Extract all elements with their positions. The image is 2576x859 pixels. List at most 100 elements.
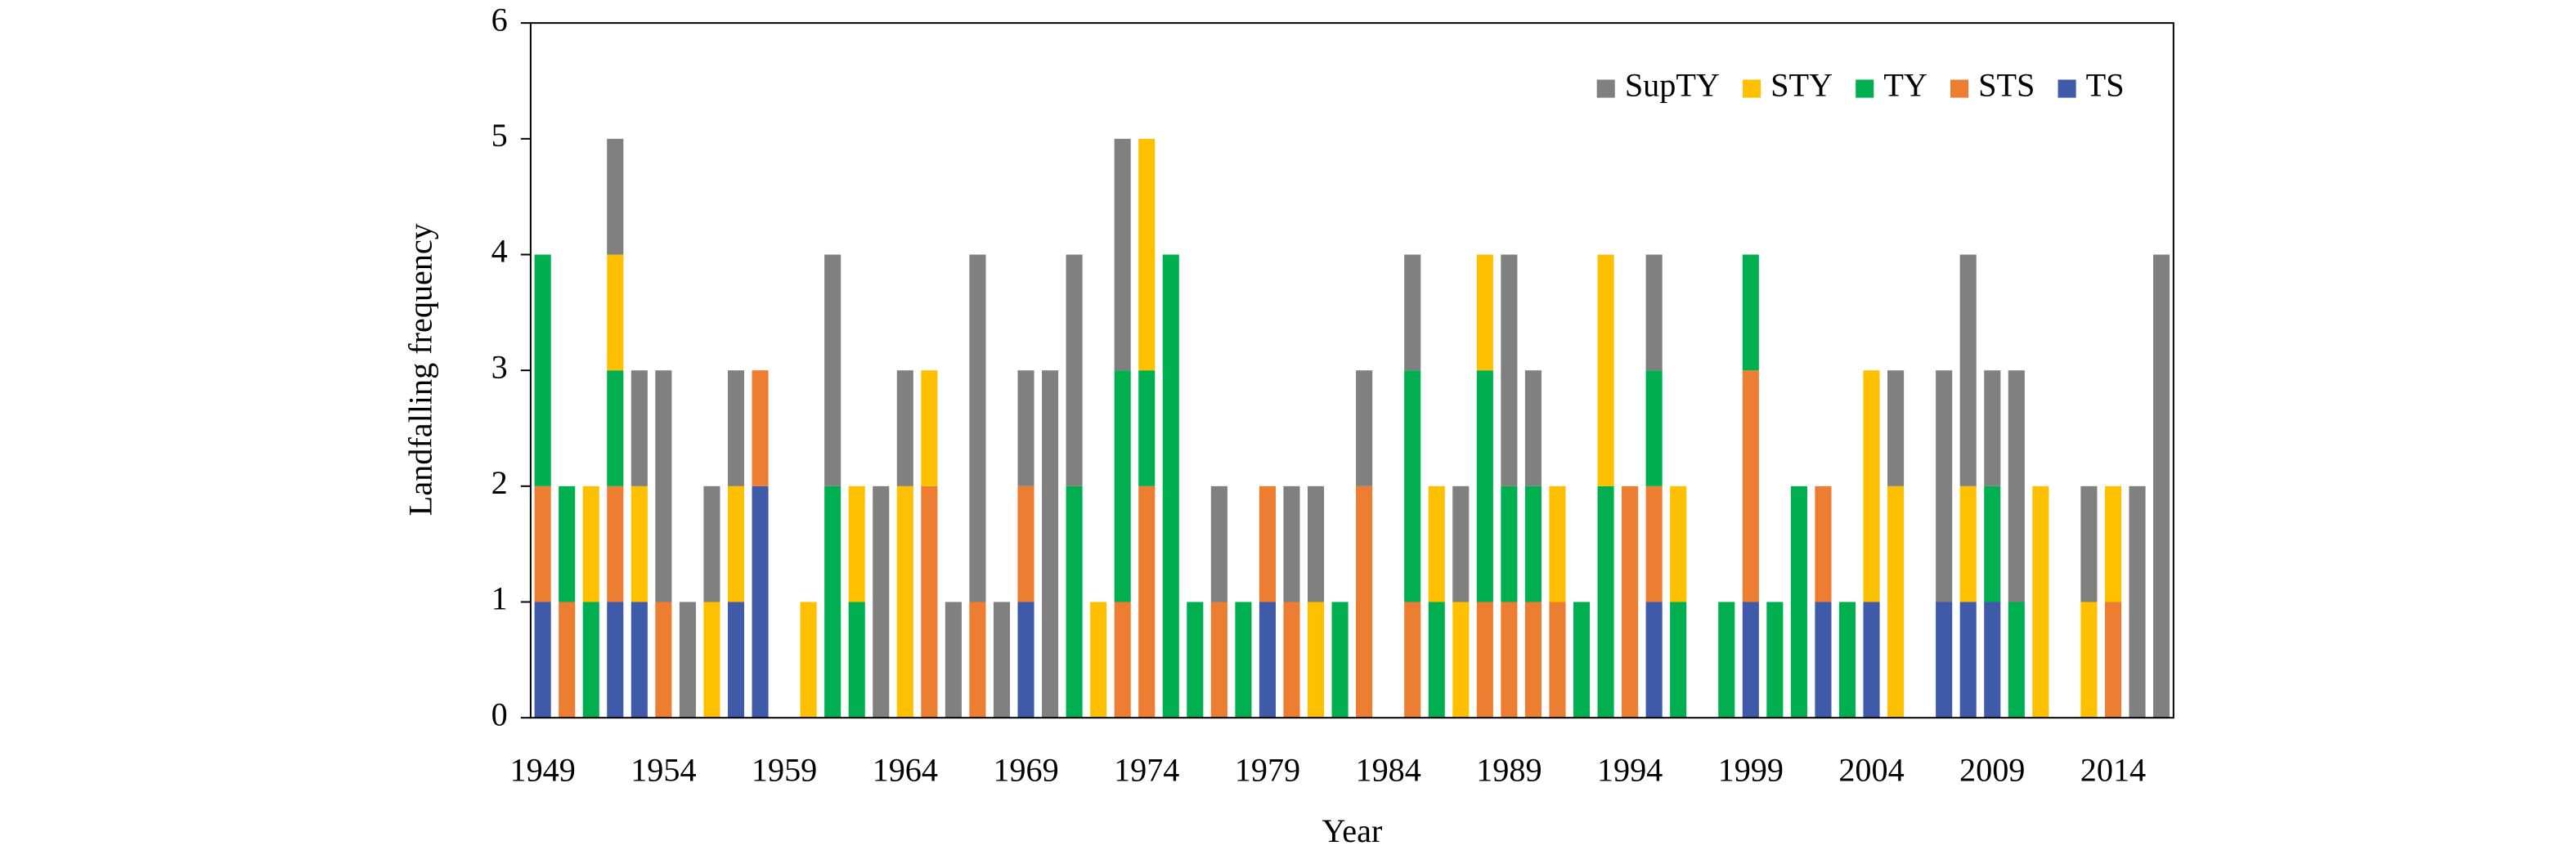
- bar-segment: [1210, 602, 1227, 718]
- bar-segment: [848, 602, 865, 718]
- bar-segment: [727, 602, 745, 718]
- bar-segment: [2104, 485, 2121, 602]
- x-tick-label: 2004: [1838, 752, 1904, 789]
- bar-segment: [1356, 485, 1373, 718]
- bar-segment: [1984, 602, 2001, 718]
- bar-segment: [2080, 602, 2098, 718]
- bar-segment: [1622, 485, 1639, 718]
- bar-segment: [1404, 370, 1421, 602]
- bar-segment: [1066, 485, 1083, 718]
- bar-segment: [1042, 370, 1059, 718]
- bar-segment: [1404, 602, 1421, 718]
- bar-segment: [1017, 602, 1034, 718]
- bar-segment: [1863, 370, 1880, 602]
- bar-segment: [631, 485, 648, 602]
- bar-segment: [1670, 602, 1687, 718]
- bar-segment: [1790, 485, 1807, 718]
- bar-segment: [1936, 370, 1953, 602]
- bar-segment: [607, 370, 624, 486]
- legend-swatch: [2058, 79, 2076, 98]
- bar-segment: [1331, 602, 1349, 718]
- bar-segment: [2152, 254, 2170, 718]
- bar-segment: [1138, 370, 1156, 486]
- bar-segment: [1501, 485, 1518, 602]
- bar-segment: [1984, 370, 2001, 486]
- bar-segment: [2129, 485, 2146, 718]
- x-axis-title: Year: [1322, 812, 1383, 849]
- bar-segment: [1742, 370, 1759, 602]
- bar-segment: [1742, 602, 1759, 718]
- x-tick-label: 1989: [1476, 752, 1542, 789]
- bar-segment: [969, 254, 986, 602]
- bar-segment: [1210, 485, 1227, 602]
- bar-segment: [1838, 602, 1856, 718]
- bar-segment: [2008, 602, 2025, 718]
- x-tick-label: 2014: [2080, 752, 2146, 789]
- bar-segment: [727, 485, 745, 602]
- bar-segment: [1959, 485, 1977, 602]
- y-axis-title: Landfalling frequency: [402, 223, 439, 516]
- y-tick-label: 0: [491, 696, 508, 732]
- bar-segment: [1524, 370, 1542, 486]
- bar-segment: [1524, 485, 1542, 602]
- x-tick-label: 1954: [631, 752, 696, 789]
- legend-swatch: [1950, 79, 1969, 98]
- y-tick-label: 5: [491, 117, 508, 154]
- bar-segment: [631, 370, 648, 486]
- bar-segment: [1645, 485, 1663, 602]
- bar-segment: [1645, 602, 1663, 718]
- legend-label: SupTY: [1625, 67, 1720, 104]
- legend-swatch: [1856, 79, 1874, 98]
- bar-segment: [945, 602, 962, 718]
- bar-segment: [1114, 602, 1131, 718]
- bar-segment: [1428, 485, 1445, 602]
- bar-segment: [1524, 602, 1542, 718]
- bar-segment: [1815, 602, 1832, 718]
- bar-segment: [1645, 370, 1663, 486]
- x-tick-label: 1959: [752, 752, 817, 789]
- bar-segment: [1307, 602, 1325, 718]
- bar-segment: [1452, 485, 1470, 602]
- bar-segment: [559, 602, 576, 718]
- bar-segment: [1501, 254, 1518, 486]
- legend-label: TY: [1883, 67, 1928, 104]
- bar-segment: [1162, 254, 1179, 718]
- x-tick-label: 1969: [993, 752, 1058, 789]
- bar-segment: [1259, 602, 1276, 718]
- y-tick-label: 4: [491, 233, 508, 270]
- bar-segment: [824, 254, 841, 486]
- bar-segment: [824, 485, 841, 718]
- x-tick-label: 2009: [1959, 752, 2025, 789]
- bar-segment: [2032, 485, 2049, 718]
- bar-segment: [2080, 485, 2098, 602]
- bar-segment: [896, 485, 913, 718]
- bar-segment: [631, 602, 648, 718]
- bar-segment: [655, 602, 672, 718]
- bar-segment: [1307, 485, 1325, 602]
- bar-segment: [559, 485, 576, 602]
- bar-segment: [1936, 602, 1953, 718]
- bar-segment: [993, 602, 1011, 718]
- bar-segment: [873, 485, 890, 718]
- bar-segment: [1887, 485, 1905, 718]
- bar-segment: [1283, 602, 1300, 718]
- bar-segment: [921, 370, 938, 486]
- x-tick-label: 1979: [1235, 752, 1300, 789]
- bar-segment: [534, 254, 551, 486]
- bar-segment: [679, 602, 696, 718]
- bar-segment: [2008, 370, 2025, 602]
- bar-segment: [1090, 602, 1107, 718]
- bar-segment: [2104, 602, 2121, 718]
- bar-segment: [534, 485, 551, 602]
- legend-label: STY: [1770, 67, 1833, 104]
- legend-swatch: [1743, 79, 1761, 98]
- bar-segment: [1138, 485, 1156, 718]
- bar-segment: [1283, 485, 1300, 602]
- y-tick-label: 1: [491, 580, 508, 617]
- bar-segment: [1718, 602, 1735, 718]
- bar-segment: [1259, 485, 1276, 602]
- bar-segment: [607, 602, 624, 718]
- bar-segment: [1984, 485, 2001, 602]
- bar-segment: [1597, 485, 1614, 718]
